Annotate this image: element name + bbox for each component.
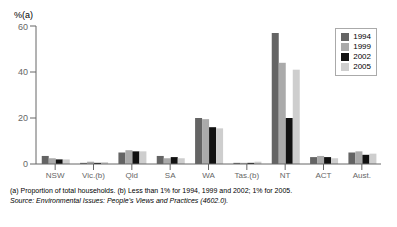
html-text:1999: 1999	[353, 42, 371, 51]
svg-text:Aust.: Aust.	[353, 171, 371, 180]
html-text:(a) Proportion of total househ: (a) Proportion of total households. (b) …	[10, 187, 293, 194]
svg-text:Qld: Qld	[126, 171, 138, 180]
svg-text:Tas.(b): Tas.(b)	[235, 171, 260, 180]
svg-text:20: 20	[18, 113, 28, 123]
html-text:1994: 1994	[353, 32, 371, 41]
svg-text:NT: NT	[280, 171, 291, 180]
svg-text:NSW: NSW	[46, 171, 65, 180]
svg-text:60: 60	[18, 22, 28, 32]
html-text:2005: 2005	[353, 62, 371, 71]
svg-text:ACT: ACT	[316, 171, 332, 180]
svg-text:40: 40	[18, 67, 28, 77]
svg-text:SA: SA	[165, 171, 176, 180]
svg-text:Vic.(b): Vic.(b)	[82, 171, 105, 180]
svg-text:WA: WA	[202, 171, 215, 180]
svg-text:0: 0	[23, 159, 28, 169]
html-text:Source: Environmental Issues:: Source: Environmental Issues: People's V…	[10, 197, 229, 204]
html-text:2002: 2002	[353, 52, 371, 61]
html-text:%(a): %(a)	[14, 10, 33, 20]
